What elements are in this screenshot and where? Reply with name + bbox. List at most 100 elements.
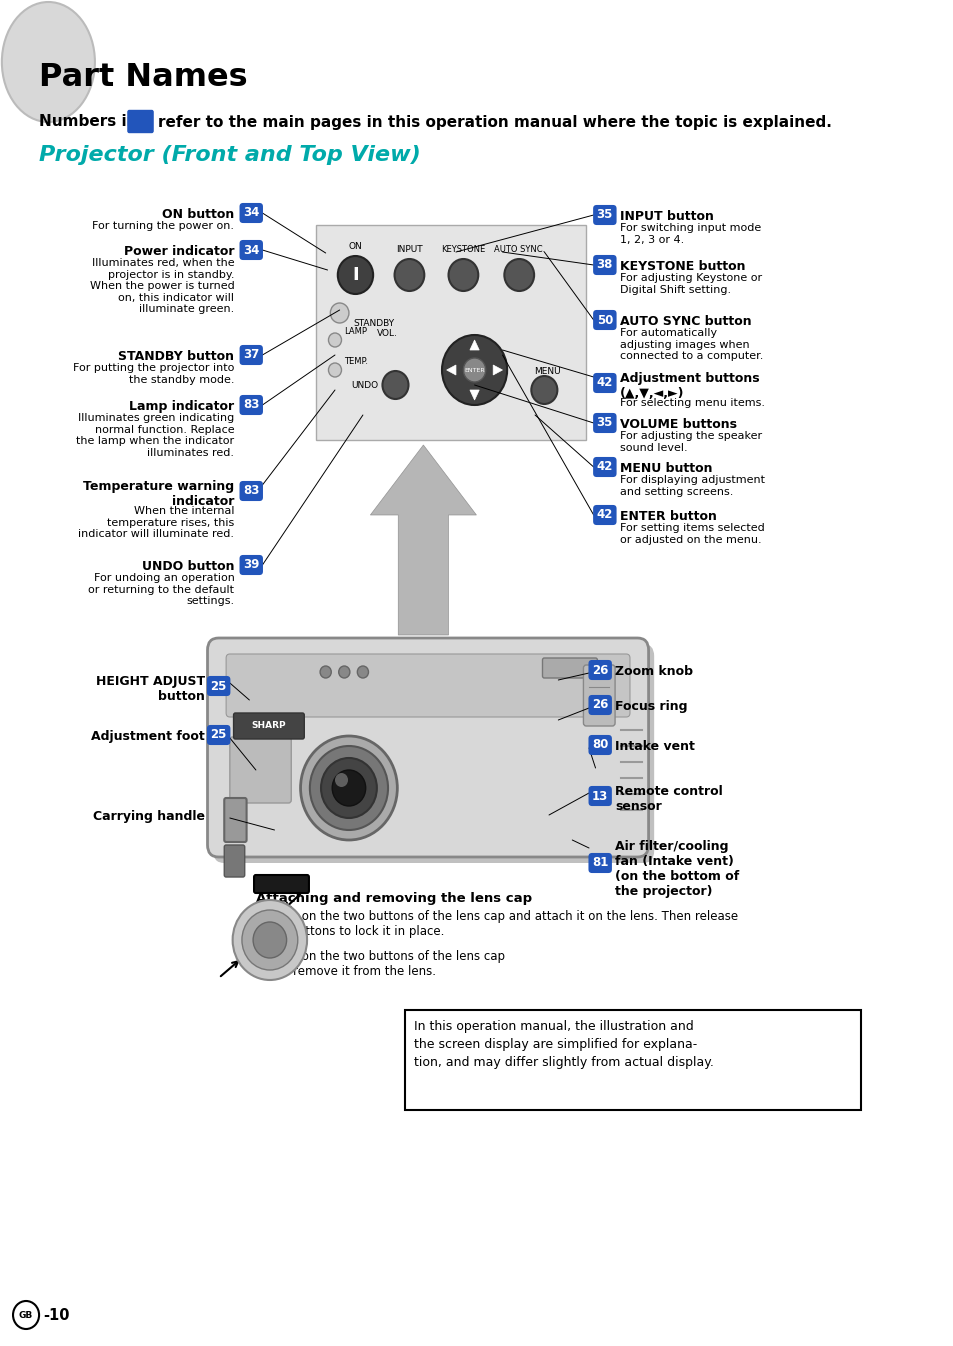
Text: Illuminates green indicating
normal function. Replace
the lamp when the indicato: Illuminates green indicating normal func… [76,413,234,458]
FancyBboxPatch shape [404,1010,860,1110]
Circle shape [531,376,557,404]
Text: 80: 80 [592,739,608,751]
Text: Press on the two buttons of the lens cap and attach it on the lens. Then release: Press on the two buttons of the lens cap… [267,910,738,938]
Circle shape [332,770,365,806]
FancyBboxPatch shape [583,665,615,725]
FancyBboxPatch shape [213,643,654,863]
Text: VOL.: VOL. [376,328,397,338]
Text: INPUT button: INPUT button [619,210,713,223]
Circle shape [13,1302,39,1329]
Circle shape [382,371,408,398]
Text: STANDBY: STANDBY [354,319,395,327]
Text: •: • [253,910,261,923]
Text: For switching input mode
1, 2, 3 or 4.: For switching input mode 1, 2, 3 or 4. [619,223,760,245]
Text: MENU: MENU [534,367,559,376]
Text: ON button: ON button [162,209,234,221]
Text: Adjustment foot: Adjustment foot [91,730,205,743]
Circle shape [253,922,286,958]
FancyBboxPatch shape [226,654,629,717]
Text: TEMP.: TEMP. [344,358,368,366]
Circle shape [337,256,373,293]
Text: 35: 35 [596,209,613,222]
Circle shape [335,773,348,787]
Text: For setting items selected
or adjusted on the menu.: For setting items selected or adjusted o… [619,524,763,545]
Text: 34: 34 [243,206,259,219]
FancyBboxPatch shape [128,110,152,132]
Text: KEYSTONE: KEYSTONE [441,245,485,254]
Text: Temperature warning
indicator: Temperature warning indicator [83,481,234,507]
Circle shape [328,332,341,347]
Text: For undoing an operation
or returning to the default
settings.: For undoing an operation or returning to… [89,573,234,606]
Text: AUTO SYNC button: AUTO SYNC button [619,315,751,328]
Polygon shape [493,365,502,376]
Text: Zoom knob: Zoom knob [615,665,692,678]
Text: For automatically
adjusting images when
connected to a computer.: For automatically adjusting images when … [619,328,762,361]
Text: For adjusting the speaker
sound level.: For adjusting the speaker sound level. [619,431,761,452]
Circle shape [463,358,485,382]
Text: Focus ring: Focus ring [615,700,687,713]
Text: GB: GB [19,1311,33,1319]
Text: 39: 39 [243,559,259,572]
Text: 37: 37 [243,349,259,362]
Text: MENU button: MENU button [619,462,712,475]
Text: 13: 13 [592,790,608,802]
Polygon shape [470,390,478,400]
Circle shape [300,736,396,840]
Text: In this operation manual, the illustration and
the screen display are simplified: In this operation manual, the illustrati… [414,1020,713,1069]
Text: Press on the two buttons of the lens cap
and remove it from the lens.: Press on the two buttons of the lens cap… [267,950,504,979]
FancyBboxPatch shape [253,875,309,892]
Circle shape [448,258,477,291]
Text: -10: -10 [43,1307,70,1323]
Circle shape [328,363,341,377]
FancyBboxPatch shape [542,658,597,678]
Text: Air filter/cooling
fan (Intake vent)
(on the bottom of
the projector): Air filter/cooling fan (Intake vent) (on… [615,840,739,898]
Text: For displaying adjustment
and setting screens.: For displaying adjustment and setting sc… [619,475,764,497]
Text: For adjusting Keystone or
Digital Shift setting.: For adjusting Keystone or Digital Shift … [619,273,761,295]
Text: 42: 42 [596,377,613,389]
Circle shape [338,666,350,678]
Text: 81: 81 [592,856,608,870]
Circle shape [242,910,297,970]
Text: refer to the main pages in this operation manual where the topic is explained.: refer to the main pages in this operatio… [158,114,831,129]
Circle shape [441,335,507,405]
Circle shape [320,666,331,678]
Text: •: • [253,950,261,962]
Text: UNDO: UNDO [352,381,378,389]
Text: Remote control
sensor: Remote control sensor [615,785,722,813]
Text: SHARP: SHARP [252,721,286,731]
Text: I: I [352,267,358,284]
Text: INPUT: INPUT [395,245,422,254]
Circle shape [504,258,534,291]
Polygon shape [446,365,456,376]
Text: 50: 50 [596,314,613,327]
Text: 83: 83 [243,485,259,498]
Text: For putting the projector into
the standby mode.: For putting the projector into the stand… [73,363,234,385]
Text: Lamp indicator: Lamp indicator [130,400,234,413]
Text: For selecting menu items.: For selecting menu items. [619,398,764,408]
FancyBboxPatch shape [224,845,245,878]
Text: 25: 25 [211,728,227,742]
Circle shape [357,666,368,678]
Circle shape [321,758,376,818]
Text: Carrying handle: Carrying handle [92,810,205,822]
Text: HEIGHT ADJUST
button: HEIGHT ADJUST button [95,674,205,703]
Text: 25: 25 [211,680,227,692]
Text: When the internal
temperature rises, this
indicator will illuminate red.: When the internal temperature rises, thi… [78,506,234,540]
FancyBboxPatch shape [316,225,586,440]
Text: Attaching and removing the lens cap: Attaching and removing the lens cap [255,892,532,905]
Ellipse shape [2,1,94,122]
Text: 83: 83 [243,398,259,412]
Text: LAMP: LAMP [344,327,367,336]
Text: 26: 26 [592,699,608,712]
Polygon shape [370,446,476,635]
Text: For turning the power on.: For turning the power on. [92,221,234,232]
Text: 42: 42 [596,509,613,521]
FancyBboxPatch shape [224,798,246,843]
Text: Adjustment buttons
(▲,▼,◄,►): Adjustment buttons (▲,▼,◄,►) [619,371,759,400]
Text: 38: 38 [596,258,613,272]
Text: UNDO button: UNDO button [142,560,234,573]
FancyBboxPatch shape [233,713,304,739]
Text: 42: 42 [596,460,613,474]
Text: ENTER button: ENTER button [619,510,716,524]
Text: AUTO SYNC.: AUTO SYNC. [493,245,544,254]
